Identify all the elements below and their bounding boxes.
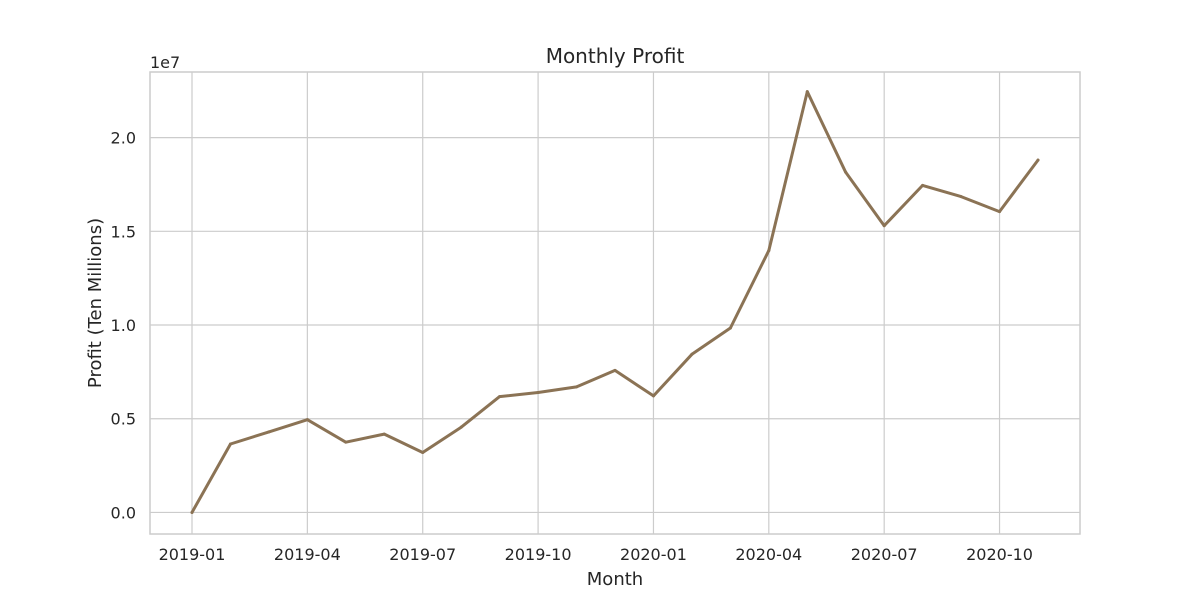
y-axis-label: Profit (Ten Millions) xyxy=(85,218,106,388)
data-point xyxy=(767,249,771,253)
x-axis-label: Month xyxy=(587,569,643,590)
data-point xyxy=(267,430,271,434)
y-offset-label: 1e7 xyxy=(150,53,180,72)
y-tick-label: 2.0 xyxy=(111,129,136,148)
x-tick-label: 2020-10 xyxy=(966,545,1033,564)
series-line xyxy=(190,90,1040,514)
data-point xyxy=(228,442,232,446)
x-tick-label: 2020-01 xyxy=(620,545,687,564)
series-layer xyxy=(190,90,1040,514)
data-point xyxy=(344,440,348,444)
data-point xyxy=(459,425,463,429)
x-tick-labels: 2019-01 2019-04 2019-07 2019-10 2020-01 2020-… xyxy=(159,545,1033,564)
data-point xyxy=(575,385,579,389)
x-tick-label: 2020-04 xyxy=(735,545,802,564)
data-point xyxy=(1036,158,1040,162)
data-point xyxy=(921,183,925,187)
data-point xyxy=(421,450,425,454)
data-point xyxy=(613,368,617,372)
y-tick-label: 1.5 xyxy=(111,222,136,241)
x-tick-label: 2019-07 xyxy=(389,545,456,564)
grid-lines xyxy=(150,72,1080,534)
x-tick-label: 2019-01 xyxy=(159,545,226,564)
data-point xyxy=(728,326,732,330)
data-point xyxy=(305,418,309,422)
data-point xyxy=(651,394,655,398)
data-point xyxy=(190,510,194,514)
data-point xyxy=(382,432,386,436)
chart-title: Monthly Profit xyxy=(546,44,685,68)
data-point xyxy=(805,90,809,94)
data-point xyxy=(498,395,502,399)
data-point xyxy=(536,390,540,394)
x-tick-label: 2020-07 xyxy=(851,545,918,564)
data-point xyxy=(959,195,963,199)
data-point xyxy=(882,224,886,228)
x-tick-label: 2019-04 xyxy=(274,545,341,564)
data-point xyxy=(690,352,694,356)
data-point xyxy=(998,210,1002,214)
data-point xyxy=(844,170,848,174)
y-tick-labels: 0.0 0.5 1.0 1.5 2.0 xyxy=(111,129,136,523)
x-tick-label: 2019-10 xyxy=(505,545,572,564)
y-tick-label: 0.0 xyxy=(111,503,136,522)
plot-frame xyxy=(149,71,1081,535)
y-tick-label: 1.0 xyxy=(111,316,136,335)
y-tick-label: 0.5 xyxy=(111,410,136,429)
